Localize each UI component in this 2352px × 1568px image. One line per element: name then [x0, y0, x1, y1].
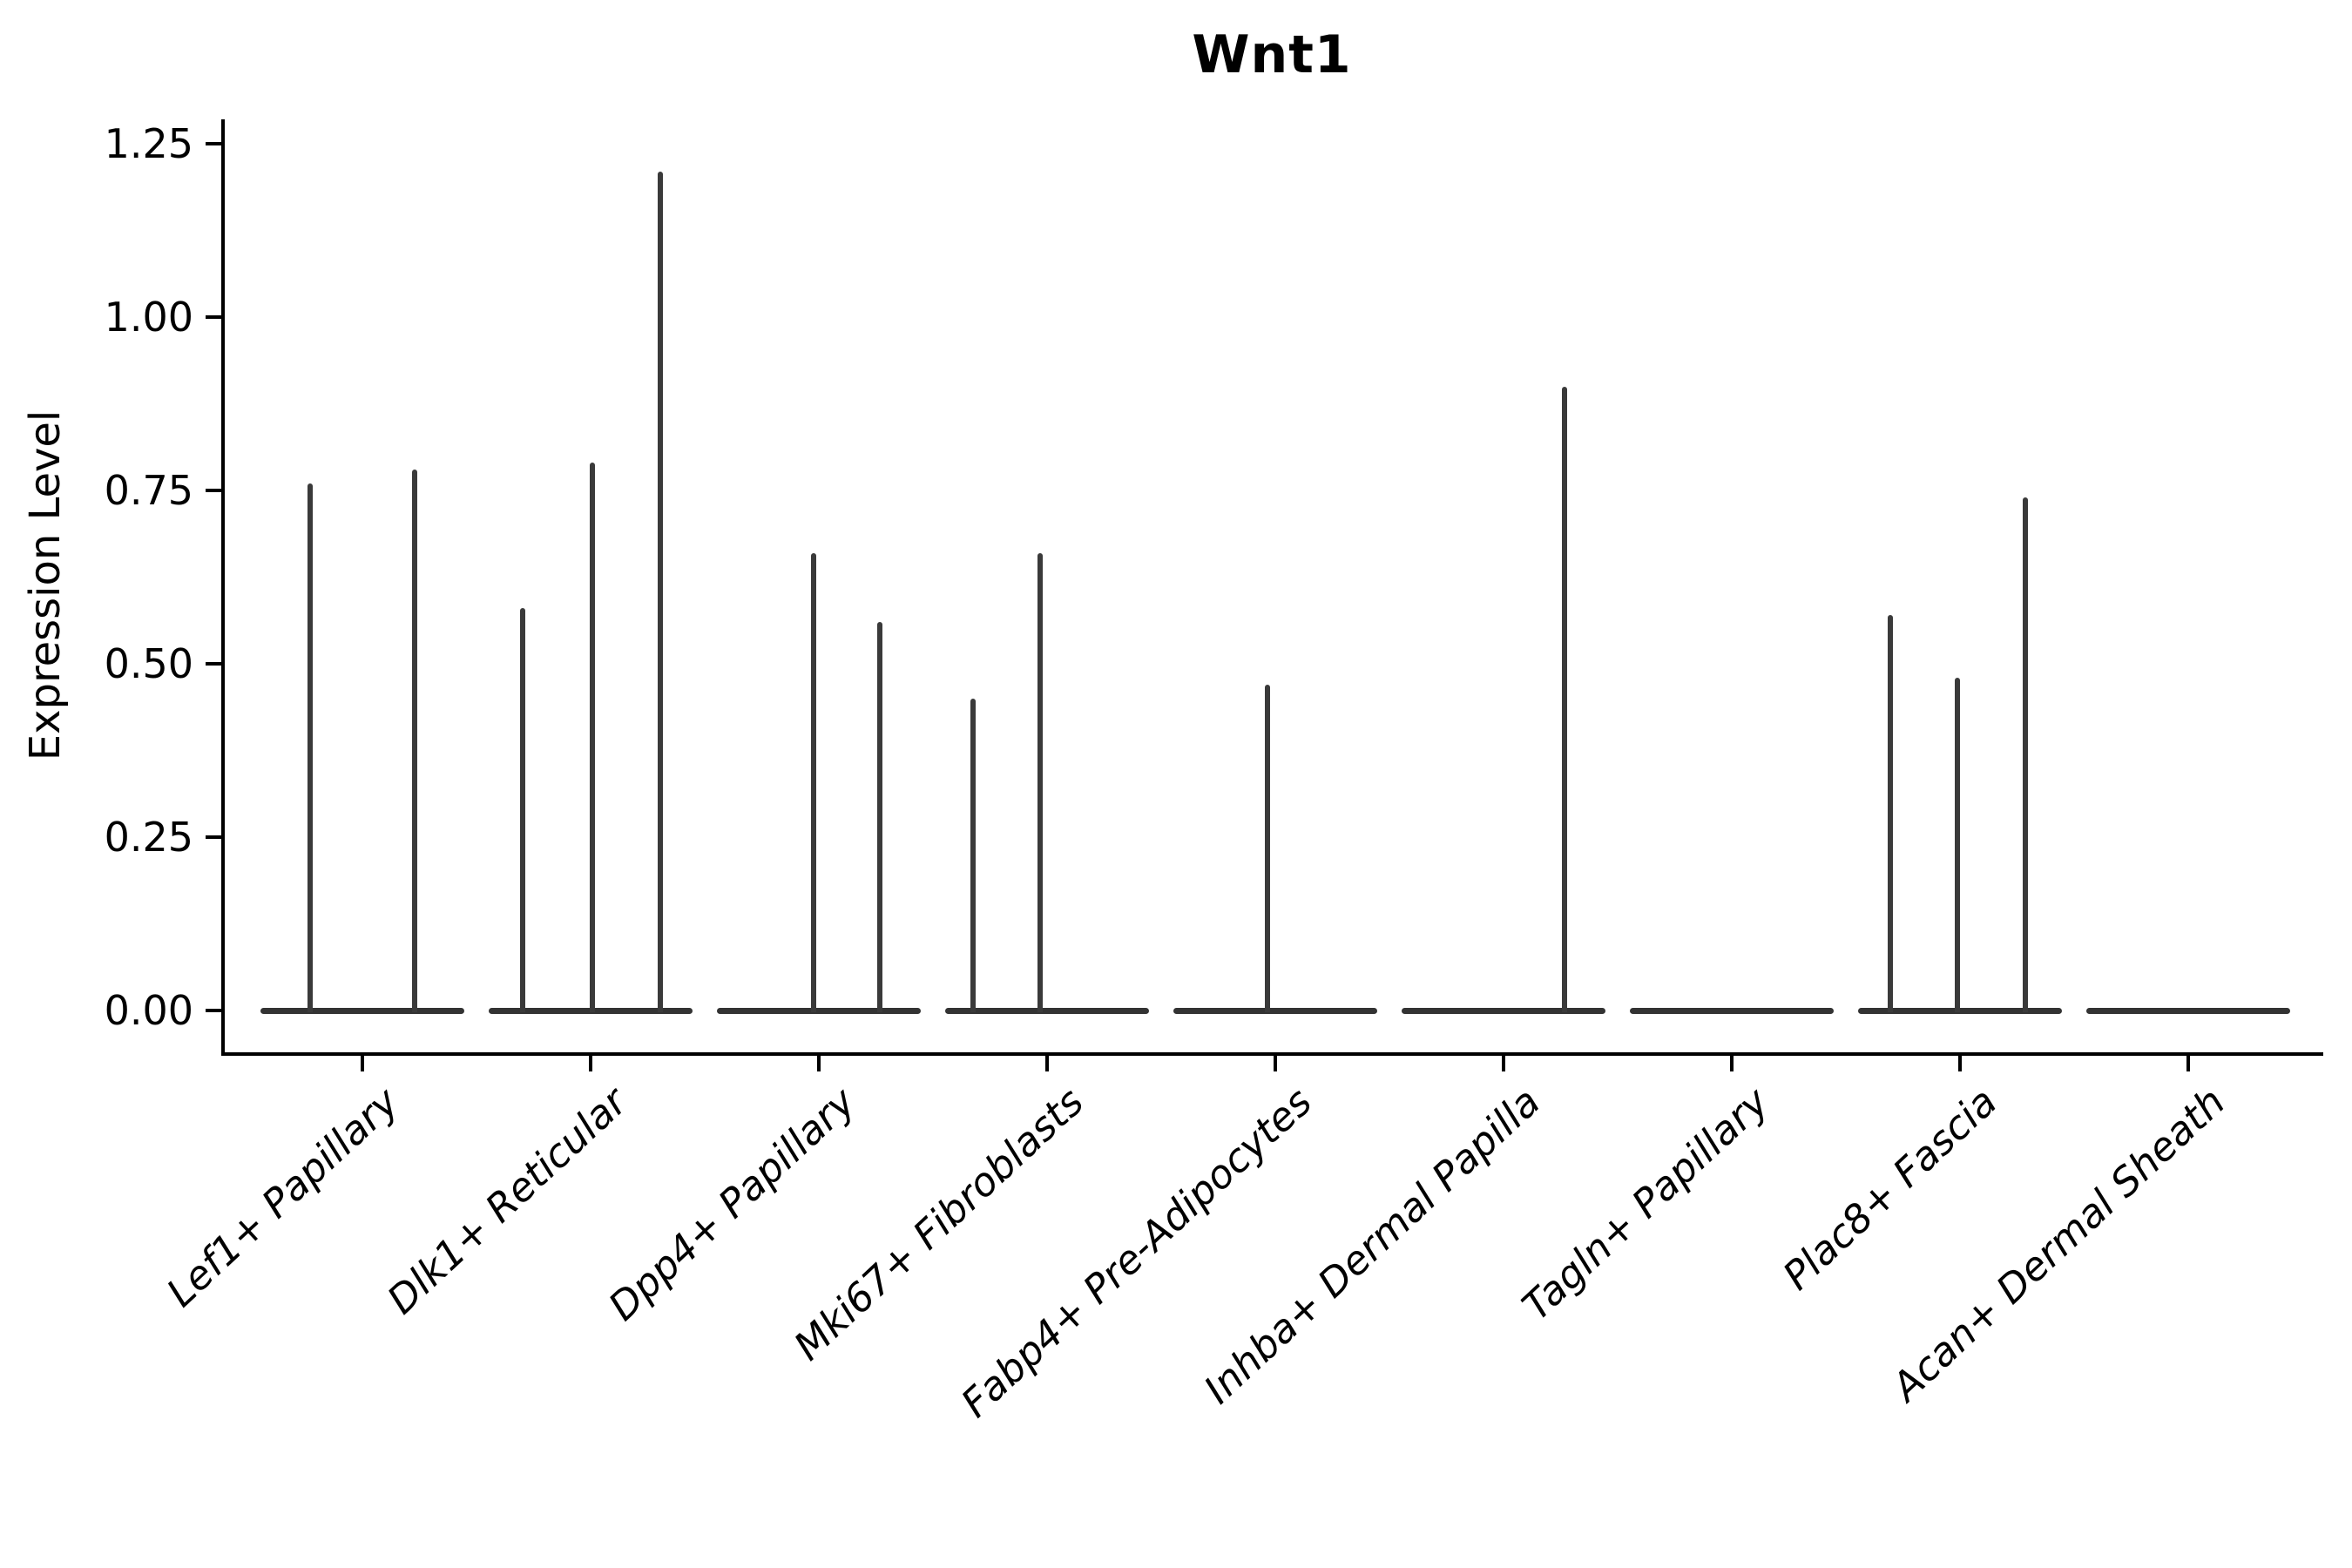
violin-spike [520, 608, 525, 1012]
violin-baseline [1173, 1008, 1377, 1014]
y-tick-mark [206, 489, 221, 492]
violin-spike [1037, 552, 1043, 1012]
violin-spike [877, 622, 882, 1012]
violin-spike [590, 463, 595, 1012]
y-axis-spine [221, 119, 225, 1056]
x-tick-mark [2186, 1056, 2190, 1071]
x-tick-label: Lef1+ Papillary [158, 1078, 409, 1316]
y-tick-mark [206, 315, 221, 319]
violin-baseline [1402, 1008, 1605, 1014]
x-tick-mark [1045, 1056, 1049, 1071]
y-tick-label: 1.25 [104, 120, 193, 167]
x-tick-label: Tagln+ Papillary [1512, 1078, 1778, 1329]
violin-baseline [945, 1008, 1149, 1014]
y-axis-label: Expression Level [21, 409, 70, 761]
violin-baseline [1858, 1008, 2062, 1014]
x-tick-label: Dlk1+ Reticular [378, 1078, 637, 1323]
violin-spike [308, 483, 313, 1012]
y-tick-mark [206, 142, 221, 145]
x-tick-mark [1958, 1056, 1962, 1071]
violin-baseline [1630, 1008, 1834, 1014]
violin-spike [658, 171, 663, 1012]
violin-spike [970, 698, 976, 1012]
violin-spike [1265, 684, 1270, 1012]
violin-spike [2023, 497, 2028, 1012]
violin-baseline [717, 1008, 921, 1014]
y-tick-label: 0.50 [104, 640, 193, 687]
violin-spike [1888, 615, 1893, 1012]
violin-spike [811, 552, 816, 1012]
chart-title: Wnt1 [1192, 24, 1352, 85]
x-tick-mark [817, 1056, 821, 1071]
y-tick-label: 0.75 [104, 467, 193, 514]
violin-spike [1955, 677, 1960, 1012]
x-tick-mark [1502, 1056, 1505, 1071]
violin-baseline [2086, 1008, 2290, 1014]
y-tick-mark [206, 835, 221, 839]
x-tick-mark [1274, 1056, 1277, 1071]
violin-spike [1562, 386, 1567, 1012]
y-tick-label: 1.00 [104, 294, 193, 341]
x-tick-mark [361, 1056, 364, 1071]
y-tick-label: 0.00 [104, 987, 193, 1034]
y-tick-mark [206, 662, 221, 666]
x-tick-mark [1730, 1056, 1734, 1071]
x-tick-mark [589, 1056, 592, 1071]
y-tick-mark [206, 1009, 221, 1012]
violin-baseline [260, 1008, 464, 1014]
x-tick-label: Plac8+ Fascia [1774, 1078, 2006, 1300]
x-tick-label: Dpp4+ Papillary [599, 1078, 865, 1330]
y-tick-label: 0.25 [104, 814, 193, 861]
violin-spike [412, 470, 417, 1012]
x-axis-spine [221, 1052, 2323, 1056]
